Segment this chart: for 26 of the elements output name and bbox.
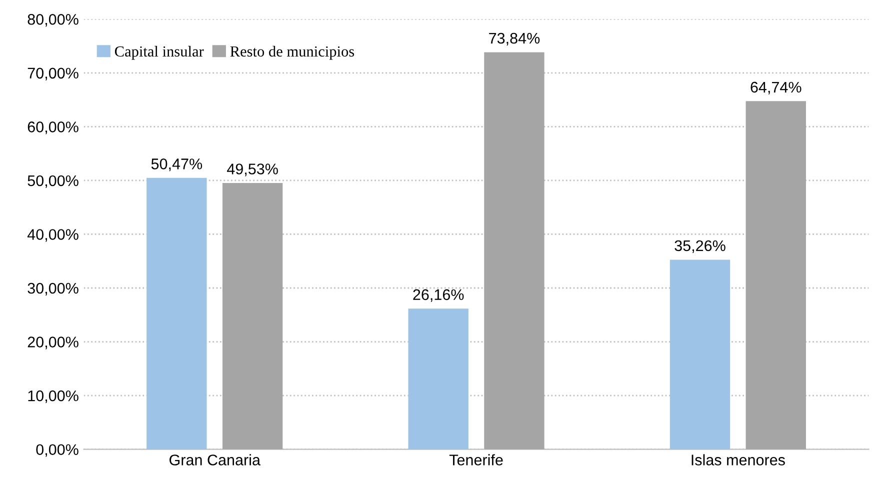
- bar: [146, 178, 207, 450]
- data-label: 26,16%: [413, 289, 464, 302]
- y-tick-label: 10,00%: [28, 390, 78, 404]
- x-tick-label: Gran Canaria: [170, 454, 260, 466]
- y-tick-label: 0,00%: [36, 444, 78, 457]
- x-tick-label: Tenerife: [449, 454, 503, 466]
- bar: [670, 260, 730, 450]
- legend-label: Resto de municipios: [230, 46, 354, 60]
- y-tick-label: 60,00%: [28, 122, 78, 134]
- y-tick-label: 50,00%: [28, 175, 78, 188]
- data-label: 73,84%: [489, 32, 540, 46]
- legend-label: Capital insular: [114, 46, 204, 60]
- data-label: 64,74%: [750, 82, 802, 94]
- y-tick-label: 80,00%: [28, 14, 78, 27]
- y-tick-label: 20,00%: [28, 336, 78, 350]
- bar: [222, 182, 283, 450]
- bar: [746, 101, 806, 450]
- data-label: 50,47%: [151, 158, 202, 172]
- y-tick-label: 40,00%: [27, 229, 78, 242]
- data-label: 35,26%: [674, 240, 726, 253]
- y-tick-label: 30,00%: [28, 282, 78, 296]
- x-tick-label: Islas menores: [692, 454, 785, 466]
- data-label: 49,53%: [227, 164, 278, 176]
- y-tick-label: 70,00%: [28, 68, 78, 80]
- bar: [408, 308, 468, 450]
- bar: [484, 52, 544, 450]
